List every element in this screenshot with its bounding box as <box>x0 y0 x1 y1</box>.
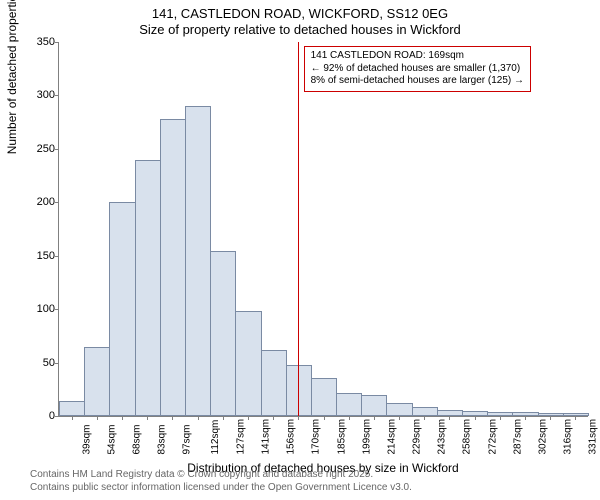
histogram-bar <box>235 311 261 416</box>
x-tick-label: 68sqm <box>131 424 142 454</box>
histogram-bar <box>361 395 387 416</box>
histogram-bar <box>311 378 337 416</box>
x-tick-label: 39sqm <box>81 424 92 454</box>
histogram-bar <box>135 160 161 416</box>
histogram-bar <box>59 401 85 416</box>
y-tick-mark <box>55 416 59 417</box>
y-tick-mark <box>55 149 59 150</box>
histogram-bar <box>210 251 236 416</box>
x-tick-label: 316sqm <box>562 419 573 455</box>
histogram-bar <box>412 407 438 416</box>
histogram-bar <box>386 403 412 416</box>
title-main: 141, CASTLEDON ROAD, WICKFORD, SS12 0EG <box>0 0 600 21</box>
title-sub: Size of property relative to detached ho… <box>0 21 600 37</box>
y-tick-label: 100 <box>25 303 55 315</box>
x-tick-mark <box>72 416 73 420</box>
annotation-box: 141 CASTLEDON ROAD: 169sqm ← 92% of deta… <box>304 46 531 92</box>
x-tick-label: 127sqm <box>235 419 246 455</box>
x-tick-label: 83sqm <box>157 424 168 454</box>
x-tick-mark <box>248 416 249 420</box>
y-tick-mark <box>55 256 59 257</box>
y-tick-label: 350 <box>25 36 55 48</box>
x-tick-mark <box>97 416 98 420</box>
x-tick-label: 141sqm <box>260 419 271 455</box>
annotation-line-2: ← 92% of detached houses are smaller (1,… <box>311 63 524 76</box>
x-tick-mark <box>172 416 173 420</box>
histogram-bar <box>261 350 287 416</box>
y-tick-mark <box>55 309 59 310</box>
x-tick-label: 199sqm <box>361 419 372 455</box>
x-tick-mark <box>147 416 148 420</box>
x-tick-mark <box>399 416 400 420</box>
x-tick-mark <box>525 416 526 420</box>
footer-line-2: Contains public sector information licen… <box>30 481 412 494</box>
x-tick-mark <box>424 416 425 420</box>
x-tick-mark <box>298 416 299 420</box>
x-tick-mark <box>449 416 450 420</box>
annotation-line-3: 8% of semi-detached houses are larger (1… <box>311 75 524 88</box>
x-tick-mark <box>223 416 224 420</box>
x-tick-mark <box>324 416 325 420</box>
x-tick-label: 214sqm <box>386 419 397 455</box>
x-tick-mark <box>198 416 199 420</box>
histogram-bar <box>109 202 135 416</box>
x-tick-label: 54sqm <box>106 424 117 454</box>
y-tick-label: 150 <box>25 250 55 262</box>
y-tick-label: 250 <box>25 143 55 155</box>
y-tick-mark <box>55 202 59 203</box>
x-tick-label: 112sqm <box>209 420 220 455</box>
x-tick-label: 287sqm <box>512 419 523 455</box>
histogram-bar <box>84 347 110 416</box>
x-tick-mark <box>374 416 375 420</box>
x-tick-label: 243sqm <box>437 419 448 455</box>
footer-attribution: Contains HM Land Registry data © Crown c… <box>30 468 412 494</box>
histogram-bar <box>185 106 211 416</box>
x-tick-mark <box>475 416 476 420</box>
footer-line-1: Contains HM Land Registry data © Crown c… <box>30 468 412 481</box>
y-tick-mark <box>55 363 59 364</box>
y-tick-label: 0 <box>25 410 55 422</box>
x-tick-label: 185sqm <box>336 419 347 455</box>
plot-region: 050100150200250300350 39sqm54sqm68sqm83s… <box>58 42 588 417</box>
histogram-bar <box>160 119 186 416</box>
y-tick-label: 200 <box>25 196 55 208</box>
y-axis-label: Number of detached properties <box>5 0 19 154</box>
x-tick-label: 272sqm <box>487 419 498 455</box>
marker-line <box>298 42 299 416</box>
x-tick-mark <box>349 416 350 420</box>
x-tick-label: 302sqm <box>537 419 548 455</box>
annotation-line-1: 141 CASTLEDON ROAD: 169sqm <box>311 50 524 63</box>
x-tick-mark <box>122 416 123 420</box>
y-tick-label: 50 <box>25 357 55 369</box>
x-tick-mark <box>273 416 274 420</box>
x-tick-mark <box>575 416 576 420</box>
x-tick-mark <box>550 416 551 420</box>
chart-area: Number of detached properties Distributi… <box>58 42 588 417</box>
x-tick-label: 170sqm <box>311 419 322 455</box>
x-tick-mark <box>500 416 501 420</box>
x-tick-label: 156sqm <box>285 419 296 455</box>
x-tick-label: 258sqm <box>462 419 473 455</box>
y-tick-label: 300 <box>25 89 55 101</box>
x-tick-label: 331sqm <box>588 419 599 455</box>
y-tick-mark <box>55 95 59 96</box>
x-tick-label: 97sqm <box>182 424 193 454</box>
x-tick-label: 229sqm <box>411 419 422 455</box>
y-tick-mark <box>55 42 59 43</box>
histogram-bar <box>336 393 362 417</box>
histogram-bars <box>59 42 588 416</box>
